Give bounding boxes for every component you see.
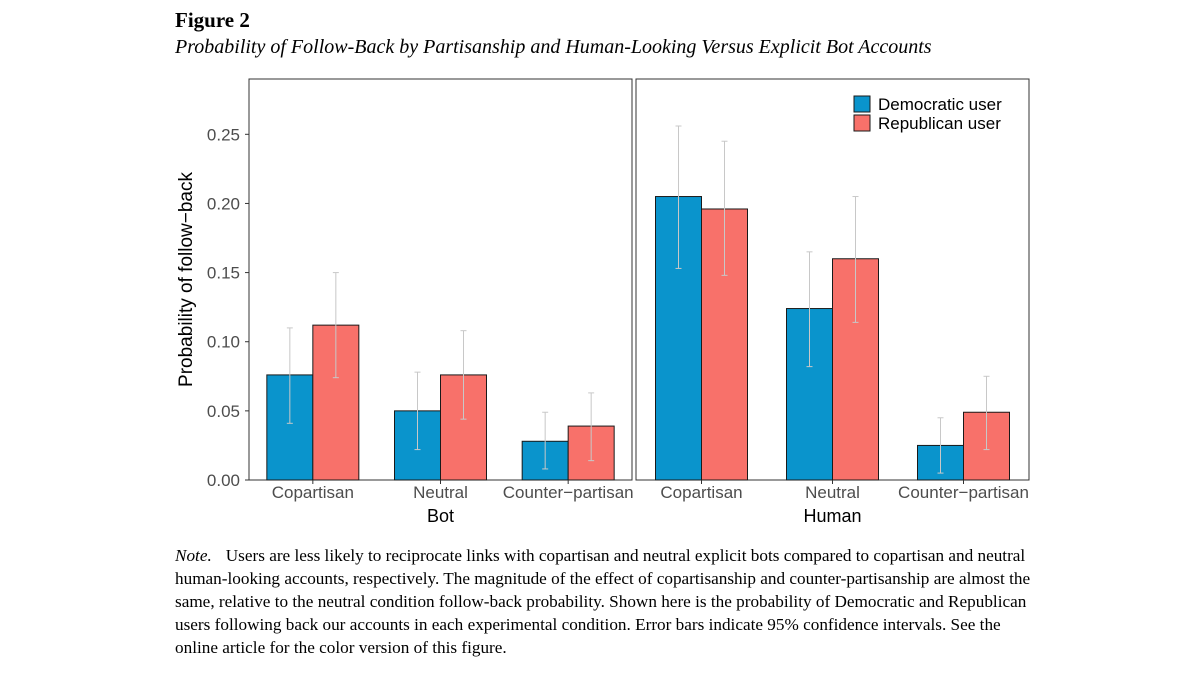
legend-label: Republican user [878, 114, 1001, 133]
x-tick-label: Counter−partisan [898, 483, 1029, 502]
note-text: Users are less likely to reciprocate lin… [175, 546, 1031, 657]
y-tick-label: 0.00 [207, 471, 240, 490]
y-tick-label: 0.15 [207, 264, 240, 283]
x-tick-label: Neutral [805, 483, 860, 502]
panel-label: Human [803, 506, 861, 526]
y-tick-label: 0.10 [207, 333, 240, 352]
legend-label: Democratic user [878, 95, 1002, 114]
y-axis-label: Probability of follow−back [176, 172, 197, 387]
figure-title: Probability of Follow-Back by Partisansh… [175, 36, 932, 58]
legend-swatch [853, 95, 871, 113]
x-tick-label: Neutral [413, 483, 468, 502]
legend-swatch [853, 114, 871, 132]
x-tick-label: Copartisan [660, 483, 742, 502]
figure-note: Note. Users are less likely to reciprocat… [175, 544, 1035, 659]
note-label: Note. [175, 546, 212, 565]
figure-label: Figure 2 [175, 8, 250, 32]
x-tick-label: Copartisan [272, 483, 354, 502]
x-tick-label: Counter−partisan [503, 483, 634, 502]
panel-label: Bot [427, 506, 454, 526]
y-tick-label: 0.20 [207, 194, 240, 213]
y-tick-label: 0.05 [207, 402, 240, 421]
bar-chart: 0.00 0.05 0.10 0.15 0.20 0.25 Probability of f… [176, 78, 1030, 526]
y-tick-label: 0.25 [207, 125, 240, 144]
